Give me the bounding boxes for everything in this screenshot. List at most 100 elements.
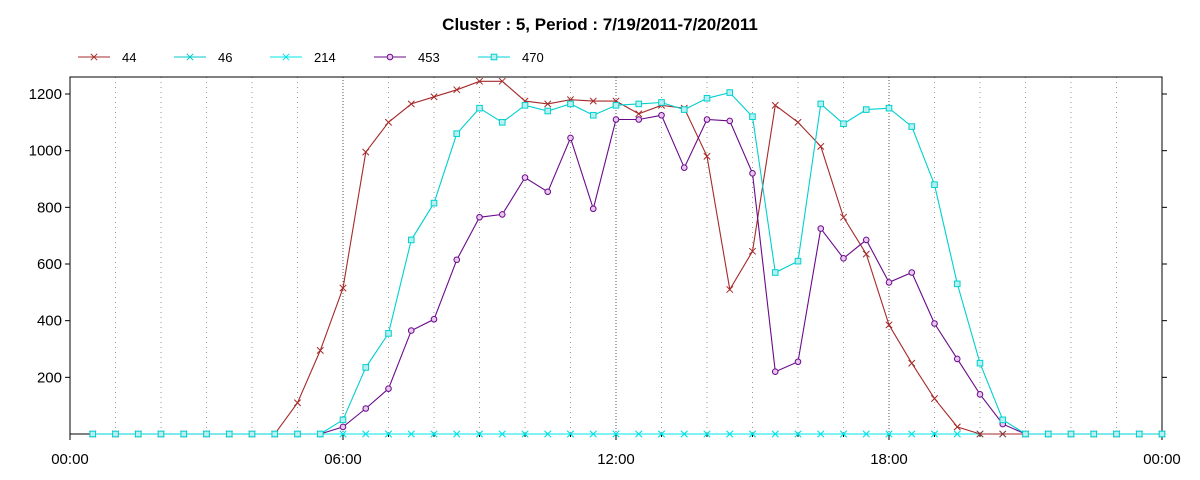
legend-label: 453 [418, 50, 440, 65]
data-point [294, 430, 301, 438]
data-point [953, 355, 961, 363]
data-point [658, 99, 665, 106]
data-point [430, 430, 438, 438]
data-point [885, 321, 893, 329]
data-point [362, 364, 370, 371]
data-point [794, 358, 802, 366]
data-point [794, 257, 802, 265]
data-point [1090, 430, 1098, 438]
data-point [635, 430, 643, 438]
data-point [771, 430, 779, 438]
data-point [271, 430, 279, 438]
data-point [680, 164, 688, 171]
legend-entry: 470 [478, 50, 544, 65]
x-tick-label: 12:00 [597, 451, 635, 468]
data-point [339, 416, 347, 424]
data-point [635, 100, 643, 108]
y-tick-label: 800 [37, 199, 62, 216]
data-point [589, 97, 597, 105]
data-point [498, 77, 506, 85]
data-point [703, 94, 711, 102]
data-point [908, 359, 916, 367]
data-point [771, 269, 779, 276]
series-line [92, 114, 1162, 435]
data-point [316, 430, 324, 438]
legend-marker [490, 53, 498, 61]
data-point [384, 118, 393, 126]
data-point [339, 284, 347, 292]
data-point [521, 174, 529, 181]
data-point [931, 320, 938, 327]
data-point [89, 430, 97, 438]
data-point [1113, 430, 1120, 438]
data-point [248, 430, 256, 438]
data-point [293, 399, 302, 407]
data-point [453, 86, 461, 94]
legend: 44 46 214 453 470 [78, 50, 544, 65]
data-point [703, 116, 711, 123]
data-point [430, 199, 438, 207]
legend-marker [282, 53, 290, 61]
data-point [817, 142, 825, 150]
data-point [339, 430, 347, 438]
data-point [680, 106, 688, 113]
x-tick-label: 18:00 [870, 451, 908, 468]
data-point [430, 315, 438, 323]
data-point [976, 359, 984, 367]
data-point [225, 430, 233, 438]
data-point [112, 430, 119, 438]
x-tick-label: 00:00 [1143, 451, 1181, 468]
grid [115, 77, 1117, 434]
data-point [908, 123, 916, 130]
data-point [1158, 430, 1166, 438]
series-453 [89, 111, 1166, 438]
legend-entry: 453 [374, 50, 440, 65]
data-point [1135, 430, 1143, 438]
x-tick-label: 00:00 [51, 451, 89, 468]
data-point [680, 430, 688, 438]
data-point [657, 430, 666, 438]
data-point [316, 346, 324, 354]
legend-entry: 214 [270, 50, 336, 65]
data-point [839, 213, 848, 221]
data-point [794, 430, 802, 438]
data-point [703, 152, 711, 160]
data-point [726, 285, 734, 294]
y-tick-label: 1000 [29, 143, 62, 160]
data-point [453, 256, 461, 264]
data-point [999, 416, 1007, 424]
data-point [453, 130, 461, 137]
data-point [384, 430, 393, 438]
legend-label: 214 [314, 50, 336, 65]
data-point [430, 93, 438, 101]
data-point [475, 77, 484, 85]
data-point [749, 170, 756, 177]
data-point [453, 430, 461, 438]
data-point [635, 110, 643, 118]
data-point [362, 405, 370, 412]
data-point [931, 181, 938, 188]
data-point [953, 423, 961, 431]
data-point [498, 211, 506, 218]
y-tick-label: 600 [37, 256, 62, 273]
data-point [703, 430, 711, 438]
data-point [567, 134, 574, 142]
data-point [407, 100, 415, 108]
data-point [544, 100, 552, 108]
data-point [862, 106, 870, 113]
data-point [475, 430, 484, 438]
data-point [498, 119, 506, 126]
data-point [908, 269, 916, 276]
series-line [92, 80, 1162, 435]
data-point [862, 250, 870, 258]
data-point [930, 395, 939, 403]
data-point [385, 330, 392, 337]
data-point [748, 247, 757, 255]
data-point [544, 188, 552, 196]
x-tick-label: 06:00 [324, 451, 362, 468]
series-44 [89, 77, 1166, 438]
series-470 [89, 89, 1166, 438]
data-point [180, 430, 188, 438]
data-point [566, 430, 575, 438]
data-point [1067, 430, 1075, 438]
